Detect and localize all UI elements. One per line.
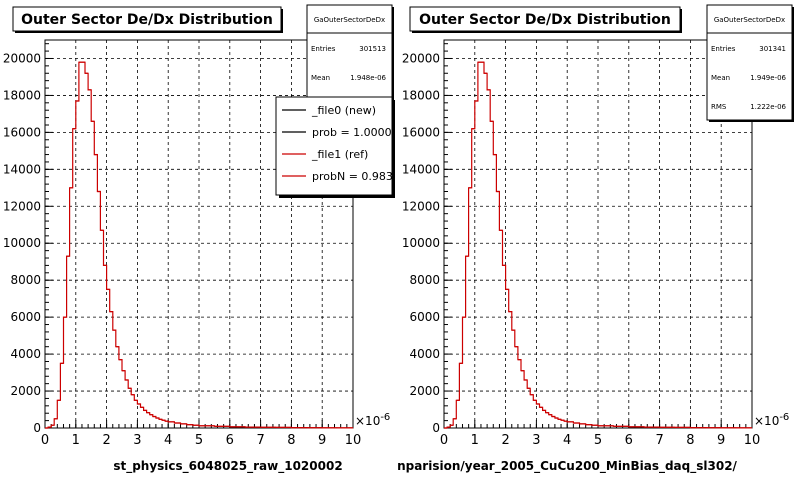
y-tick-label: 16000 xyxy=(3,125,41,139)
y-tick-label: 0 xyxy=(33,421,41,435)
y-tick-label: 6000 xyxy=(10,310,41,324)
x-tick-label: 10 xyxy=(345,433,362,448)
x-tick-label: 3 xyxy=(133,433,141,448)
stats-label: Mean xyxy=(711,74,730,82)
x-tick-label: 2 xyxy=(102,433,110,448)
chart-title: Outer Sector De/Dx Distribution xyxy=(21,12,273,28)
x-tick-label: 0 xyxy=(440,433,448,448)
stats-value: 1.948e-06 xyxy=(350,74,386,82)
chart-title: Outer Sector De/Dx Distribution xyxy=(419,12,671,28)
stats-value: 301513 xyxy=(359,45,386,53)
y-tick-label: 10000 xyxy=(402,236,440,250)
y-tick-label: 20000 xyxy=(3,51,41,65)
stats-box xyxy=(306,4,393,111)
y-tick-label: 18000 xyxy=(3,88,41,102)
x-tick-label: 4 xyxy=(563,433,571,448)
legend-label: _file0 (new) xyxy=(311,104,376,117)
x-tick-label: 1 xyxy=(72,433,80,448)
y-tick-label: 2000 xyxy=(10,384,41,398)
x-axis-title: nparision/year_2005_CuCu200_MinBias_daq_… xyxy=(397,459,737,474)
x-exponent-label: ×10-6 xyxy=(355,412,390,428)
left-histogram-panel: 0 1 2 3 4 5 6 7 8 9 10 0 2000 4000 6000 8000 10000 12000 1… xyxy=(3,4,407,474)
y-tick-label: 20000 xyxy=(402,51,440,65)
legend-entries: _file0 (new) prob = 1.000000 _file1 (ref) p… xyxy=(282,104,407,183)
legend-label: _file1 (ref) xyxy=(311,148,368,161)
stats-label: Mean xyxy=(311,74,330,82)
x-exponent-label: ×10-6 xyxy=(754,412,789,428)
stats-value: 1.949e-06 xyxy=(750,74,786,82)
y-tick-label: 4000 xyxy=(409,347,440,361)
stats-name: GaOuterSectorDeDx xyxy=(314,16,385,24)
stats-box xyxy=(706,4,793,121)
x-tick-label: 1 xyxy=(471,433,479,448)
x-tick-label: 10 xyxy=(744,433,761,448)
stats-value: 301341 xyxy=(759,45,786,53)
y-tick-label: 12000 xyxy=(3,199,41,213)
x-axis-title: st_physics_6048025_raw_1020002 xyxy=(113,459,342,474)
x-tick-label: 5 xyxy=(195,433,203,448)
y-tick-label: 8000 xyxy=(10,273,41,287)
y-tick-label: 14000 xyxy=(402,162,440,176)
stats-name: GaOuterSectorDeDx xyxy=(714,16,785,24)
y-tick-label: 16000 xyxy=(402,125,440,139)
x-tick-label: 7 xyxy=(655,433,663,448)
x-tick-label: 2 xyxy=(501,433,509,448)
x-tick-label: 5 xyxy=(594,433,602,448)
y-tick-label: 8000 xyxy=(409,273,440,287)
y-tick-label: 18000 xyxy=(402,88,440,102)
stats-label: Entries xyxy=(311,45,336,53)
y-tick-label: 10000 xyxy=(3,236,41,250)
right-histogram-panel: 0 1 2 3 4 5 6 7 8 9 10 0 2000 4000 6000 8000 10000 12000 1… xyxy=(397,4,794,474)
x-tick-label: 8 xyxy=(686,433,694,448)
legend-label: prob = 1.000000 xyxy=(312,126,406,139)
x-tick-label: 8 xyxy=(287,433,295,448)
y-tick-label: 6000 xyxy=(409,310,440,324)
y-tick-label: 4000 xyxy=(10,347,41,361)
legend-label: probN = 0.98363 xyxy=(312,170,407,183)
y-tick-label: 12000 xyxy=(402,199,440,213)
x-tick-label: 3 xyxy=(532,433,540,448)
y-tick-label: 14000 xyxy=(3,162,41,176)
x-tick-label: 6 xyxy=(226,433,234,448)
title-box xyxy=(12,6,282,32)
stats-value: 1.222e-06 xyxy=(750,103,786,111)
y-tick-label: 2000 xyxy=(409,384,440,398)
x-tick-label: 6 xyxy=(625,433,633,448)
x-tick-label: 9 xyxy=(717,433,725,448)
x-tick-label: 7 xyxy=(256,433,264,448)
y-tick-label: 0 xyxy=(432,421,440,435)
x-tick-label: 0 xyxy=(41,433,49,448)
x-tick-label: 4 xyxy=(164,433,172,448)
title-box xyxy=(409,6,681,32)
stats-label: Entries xyxy=(711,45,736,53)
legend-box xyxy=(275,96,393,196)
x-tick-label: 9 xyxy=(318,433,326,448)
stats-label: RMS xyxy=(711,103,727,111)
